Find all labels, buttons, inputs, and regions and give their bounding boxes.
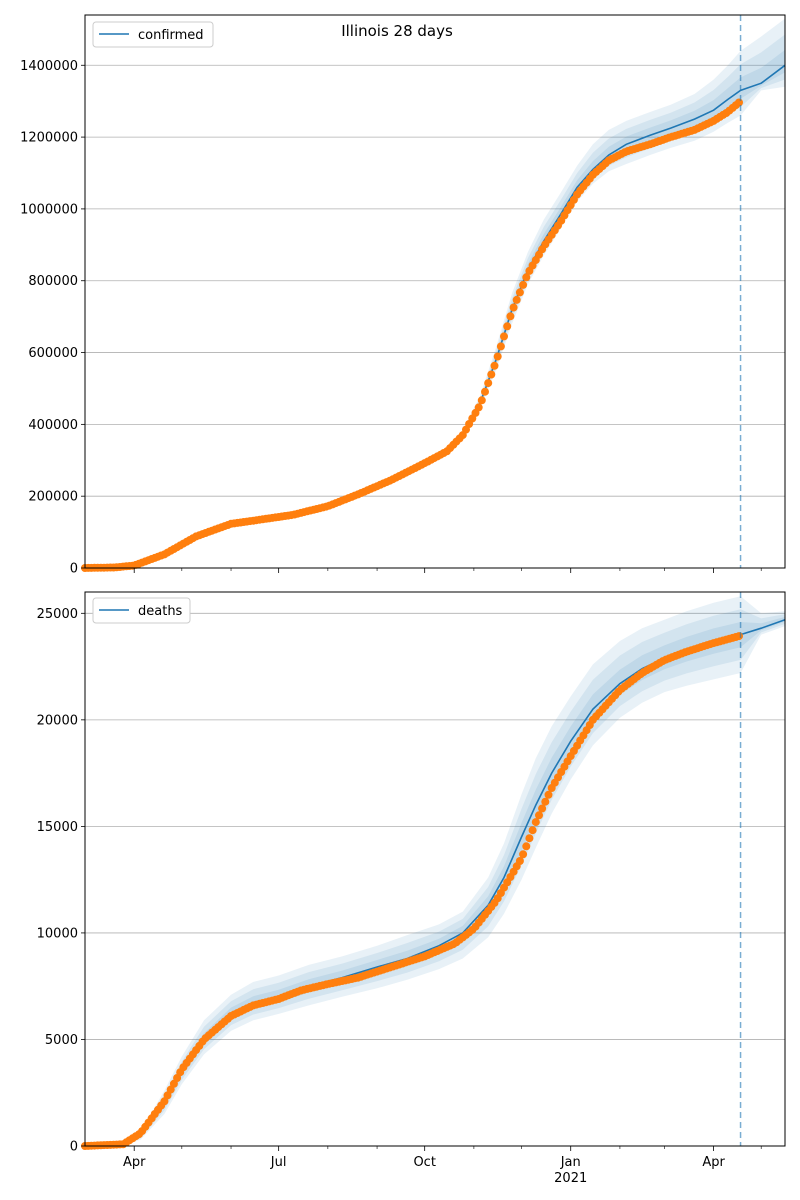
deaths-observed-point — [735, 632, 743, 641]
deaths-band-layer-2 — [123, 609, 786, 1146]
deaths-observed-point — [160, 1097, 169, 1106]
legend-box — [92, 597, 191, 624]
confirmed-observed-point — [496, 342, 505, 351]
legend-label-confirmed: confirmed — [138, 28, 204, 43]
deaths-observed-point — [528, 826, 537, 835]
deaths-y-tick-label: 0 — [70, 1140, 78, 1155]
confirmed-observed-point — [512, 295, 521, 304]
confirmed-observed-point — [481, 387, 489, 396]
confirmed-x-axis — [133, 568, 762, 573]
confirmed-observed-point — [474, 403, 483, 412]
confirmed-observed-point — [519, 280, 528, 289]
deaths-observed-point — [522, 842, 531, 851]
x-tick-year-label: 2021 — [554, 1171, 587, 1186]
confirmed-observed-point — [484, 379, 493, 388]
x-tick-label: Oct — [413, 1155, 435, 1170]
x-tick-label: Jul — [270, 1155, 287, 1170]
x-tick-label: Apr — [702, 1155, 725, 1170]
confirmed-observed-point — [735, 98, 743, 107]
deaths-y-tick-label: 10000 — [37, 926, 78, 941]
deaths-observed-point — [531, 818, 540, 827]
confirmed-observed-point — [509, 303, 518, 312]
confirmed-observed-point — [503, 322, 512, 331]
deaths-plot-frame — [84, 591, 786, 1147]
confirmed-observed-point — [515, 288, 524, 297]
confirmed-observed-points — [81, 98, 743, 572]
deaths-y-tick-label: 25000 — [37, 607, 78, 622]
deaths-y-axis: 0 5000 10000 15000 20000 25000 — [37, 607, 85, 1155]
confirmed-y-tick-label: 200000 — [28, 490, 78, 505]
deaths-observed-point — [535, 811, 543, 820]
confirmed-y-tick-label: 1400000 — [20, 59, 78, 74]
deaths-observed-point — [544, 790, 553, 799]
deaths-confidence-band — [123, 596, 786, 1146]
confirmed-y-tick-label: 1000000 — [20, 202, 78, 217]
confirmed-y-axis: 0 200000 400000 600000 800000 1000000 1200000 1… — [20, 59, 85, 577]
deaths-y-tick-label: 20000 — [37, 713, 78, 728]
x-tick-label: Jan — [560, 1155, 581, 1170]
confirmed-observed-point — [522, 273, 531, 282]
deaths-observed-point — [519, 850, 528, 859]
deaths-plot-area — [85, 592, 785, 1146]
deaths-panel: 0 5000 10000 15000 20000 25000 Apr Jul Oct Jan20… — [37, 591, 786, 1186]
confirmed-legend: confirmed — [92, 21, 214, 48]
confirmed-y-tick-label: 1200000 — [20, 131, 78, 146]
confirmed-observed-point — [500, 332, 508, 341]
deaths-legend: deaths — [92, 597, 191, 624]
deaths-observed-point — [515, 857, 524, 865]
confirmed-plot-area — [85, 15, 785, 568]
figure-title: Illinois 28 days — [341, 22, 453, 40]
x-tick-label: Apr — [123, 1155, 146, 1170]
confirmed-observed-point — [490, 361, 499, 370]
confirmed-y-tick-label: 800000 — [28, 274, 78, 289]
deaths-y-tick-label: 5000 — [45, 1033, 78, 1048]
deaths-band-layer-1 — [123, 596, 786, 1146]
confirmed-observed-point — [487, 370, 496, 379]
deaths-observed-point — [538, 804, 547, 813]
confirmed-band-layer-3 — [462, 49, 785, 434]
confirmed-y-tick-label: 600000 — [28, 346, 78, 361]
legend-label-deaths: deaths — [138, 604, 183, 619]
confirmed-band-layer-2 — [462, 34, 785, 435]
deaths-y-tick-label: 15000 — [37, 820, 78, 835]
confirmed-plot-frame — [84, 14, 786, 569]
legend-box — [92, 21, 214, 48]
deaths-observed-point — [541, 797, 550, 806]
confirmed-panel: 0 200000 400000 600000 800000 1000000 1200000 1… — [20, 14, 786, 577]
confirmed-y-tick-label: 400000 — [28, 418, 78, 433]
confirmed-observed-point — [493, 352, 502, 361]
deaths-observed-points — [81, 632, 743, 1150]
confirmed-observed-point — [506, 312, 515, 321]
confirmed-y-tick-label: 0 — [70, 562, 78, 577]
confirmed-observed-point — [477, 396, 486, 405]
deaths-observed-point — [525, 834, 534, 843]
